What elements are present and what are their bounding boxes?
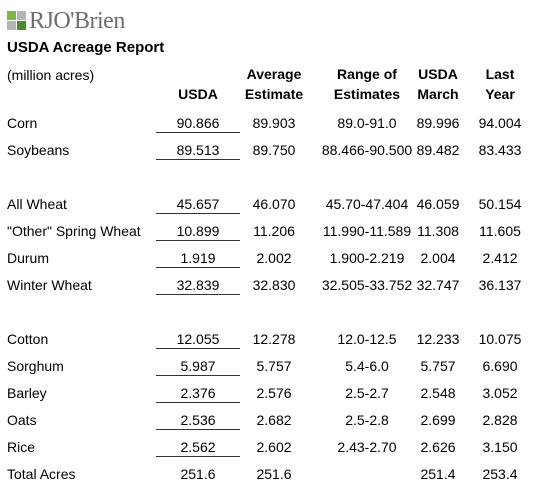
cell-last-year: 36.137 xyxy=(478,277,522,293)
cell-average: 2.002 xyxy=(256,250,292,266)
cell-usda: 2.376 xyxy=(180,385,216,401)
underline xyxy=(156,402,240,403)
cell-average: 5.757 xyxy=(256,358,292,374)
row-label: Sorghum xyxy=(7,358,64,374)
cell-range: 1.900-2.219 xyxy=(329,250,405,266)
cell-usda: 90.866 xyxy=(176,115,220,131)
cell-usda: 10.899 xyxy=(176,223,220,239)
cell-usda: 12.055 xyxy=(176,331,220,347)
cell-march: 89.996 xyxy=(416,115,460,131)
cell-average: 89.750 xyxy=(252,142,296,158)
underline xyxy=(156,348,240,349)
cell-march: 11.308 xyxy=(417,223,459,239)
cell-range: 2.43-2.70 xyxy=(337,439,397,455)
cell-range: 11.990-11.589 xyxy=(322,223,412,239)
cell-range: 12.0-12.5 xyxy=(337,331,397,347)
report-title: USDA Acreage Report xyxy=(7,39,165,56)
cell-march: 12.233 xyxy=(416,331,460,347)
row-label: Rice xyxy=(7,439,36,455)
cell-last-year: 50.154 xyxy=(478,196,522,212)
cell-range: 32.505-33.752 xyxy=(321,277,413,293)
logo-text: RJO'Brien xyxy=(29,8,125,34)
cell-last-year: 10.075 xyxy=(478,331,522,347)
cell-march: 251.4 xyxy=(420,466,456,482)
column-header: USDA xyxy=(178,86,218,102)
cell-usda: 1.919 xyxy=(180,250,216,266)
row-label: Corn xyxy=(7,115,38,131)
underline xyxy=(156,456,240,457)
row-label: Oats xyxy=(7,412,37,428)
cell-average: 12.278 xyxy=(252,331,296,347)
cell-march: 2.626 xyxy=(420,439,456,455)
cell-average: 251.6 xyxy=(256,466,292,482)
cell-march: 46.059 xyxy=(416,196,460,212)
underline xyxy=(156,159,240,160)
underline xyxy=(156,267,240,268)
cell-usda: 45.657 xyxy=(176,196,220,212)
cell-average: 46.070 xyxy=(252,196,296,212)
cell-usda: 89.513 xyxy=(176,142,220,158)
cell-average: 32.830 xyxy=(252,277,296,293)
cell-usda: 2.536 xyxy=(180,412,216,428)
cell-average: 2.682 xyxy=(256,412,292,428)
cell-usda: 32.839 xyxy=(176,277,220,293)
row-label: Total Acres xyxy=(7,466,76,482)
cell-range: 88.466-90.500 xyxy=(321,142,413,158)
row-label: Soybeans xyxy=(7,142,70,158)
row-label: Cotton xyxy=(7,331,49,347)
cell-march: 32.747 xyxy=(416,277,460,293)
cell-usda: 2.562 xyxy=(180,439,216,455)
cell-march: 2.548 xyxy=(420,385,456,401)
column-header: Last Year xyxy=(485,66,515,102)
units-label: (million acres) xyxy=(7,67,95,83)
cell-usda: 5.987 xyxy=(180,358,216,374)
cell-last-year: 3.150 xyxy=(482,439,518,455)
cell-average: 2.576 xyxy=(256,385,292,401)
cell-march: 2.004 xyxy=(420,250,456,266)
cell-average: 2.602 xyxy=(256,439,292,455)
underline xyxy=(156,240,240,241)
cell-last-year: 6.690 xyxy=(482,358,518,374)
row-label: Winter Wheat xyxy=(7,277,92,293)
cell-march: 89.482 xyxy=(416,142,460,158)
cell-march: 2.699 xyxy=(420,412,456,428)
cell-last-year: 3.052 xyxy=(482,385,518,401)
cell-range: 2.5-2.7 xyxy=(345,385,389,401)
cell-range: 2.5-2.8 xyxy=(345,412,389,428)
row-label: Durum xyxy=(7,250,50,266)
cell-last-year: 2.412 xyxy=(482,250,518,266)
column-header: USDA March xyxy=(417,66,459,102)
column-header: Average Estimate xyxy=(244,66,304,102)
underline xyxy=(156,213,240,214)
column-header: Range of Estimates xyxy=(333,66,401,102)
cell-march: 5.757 xyxy=(420,358,456,374)
underline xyxy=(156,132,240,133)
cell-average: 11.206 xyxy=(253,223,295,239)
underline xyxy=(156,429,240,430)
cell-range: 89.0-91.0 xyxy=(337,115,397,131)
cell-range: 45.70-47.404 xyxy=(325,196,409,212)
cell-average: 89.903 xyxy=(252,115,296,131)
row-label: Barley xyxy=(7,385,47,401)
logo-icon xyxy=(7,11,26,30)
row-label: All Wheat xyxy=(7,196,67,212)
row-label: "Other" Spring Wheat xyxy=(7,223,141,239)
cell-range: 5.4-6.0 xyxy=(345,358,389,374)
cell-last-year: 94.004 xyxy=(478,115,522,131)
cell-last-year: 83.433 xyxy=(478,142,522,158)
cell-usda: 251.6 xyxy=(180,466,216,482)
underline xyxy=(156,375,240,376)
cell-last-year: 11.605 xyxy=(479,223,521,239)
underline xyxy=(156,294,240,295)
cell-last-year: 2.828 xyxy=(482,412,518,428)
cell-last-year: 253.4 xyxy=(482,466,518,482)
